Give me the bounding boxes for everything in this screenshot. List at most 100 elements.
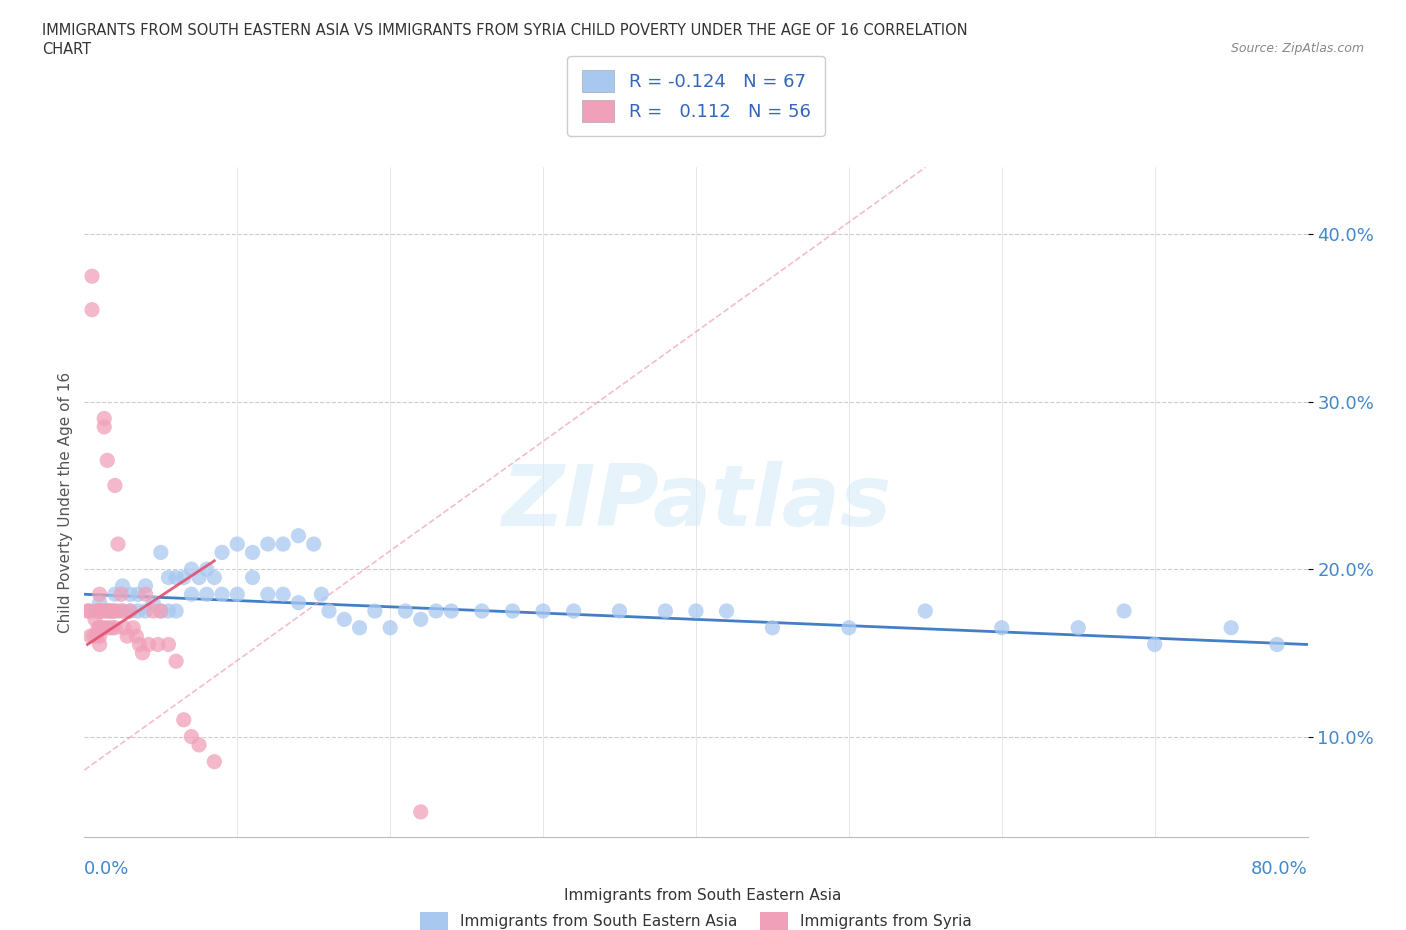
Point [77,604,100,618]
Point [685,604,707,618]
Point [146,637,169,652]
Point [87,604,110,618]
Point [89,587,111,602]
Point [131,645,153,660]
Point [202,754,225,769]
Point [226,537,249,551]
Point [302,537,325,551]
Point [120,604,142,618]
Point [502,604,524,618]
Point [89,604,111,618]
Point [128,637,150,652]
Point [173,570,195,585]
Point [287,595,309,610]
Point [83,629,105,644]
Point [111,604,134,618]
Text: Source: ZipAtlas.com: Source: ZipAtlas.com [1230,42,1364,55]
Point [111,578,134,593]
Text: 80.0%: 80.0% [1251,860,1308,878]
Point [157,637,180,652]
Point [188,570,211,585]
Point [149,545,172,560]
Point [226,587,249,602]
Point [98,604,121,618]
Point [96,604,118,618]
Point [86,629,108,644]
Point [409,612,432,627]
Point [89,604,111,618]
Point [440,604,463,618]
Point [107,537,129,551]
Point [149,604,172,618]
Point [157,570,180,585]
Point [115,629,138,644]
Point [93,411,115,426]
Text: IMMIGRANTS FROM SOUTH EASTERN ASIA VS IMMIGRANTS FROM SYRIA CHILD POVERTY UNDER : IMMIGRANTS FROM SOUTH EASTERN ASIA VS IM… [42,23,967,38]
Point [111,604,134,618]
Point [165,654,187,669]
Point [91,620,114,635]
Text: CHART: CHART [42,42,91,57]
Point [112,620,135,635]
Point [180,562,202,577]
Point [101,604,124,618]
Point [349,620,371,635]
Point [471,604,494,618]
Point [1114,604,1136,618]
Point [333,612,356,627]
Point [1220,620,1243,635]
Point [257,587,280,602]
Point [122,620,145,635]
Point [94,604,117,618]
Point [914,604,936,618]
Point [716,604,738,618]
Point [180,729,202,744]
Point [127,604,149,618]
Point [195,562,218,577]
Point [311,587,333,602]
Point [188,737,211,752]
Point [242,545,264,560]
Point [91,604,114,618]
Point [104,620,127,635]
Point [89,604,111,618]
Legend: Immigrants from South Eastern Asia, Immigrants from Syria: Immigrants from South Eastern Asia, Immi… [415,906,977,930]
Point [96,453,118,468]
Point [991,620,1014,635]
Point [149,604,172,618]
Point [107,604,129,618]
Point [79,629,101,644]
Point [86,604,108,618]
Point [93,419,115,434]
Point [89,637,111,652]
Point [80,604,103,618]
Point [1067,620,1090,635]
Point [103,604,125,618]
Point [394,604,416,618]
Point [87,620,110,635]
Point [1265,637,1288,652]
Point [104,478,127,493]
Point [318,604,340,618]
Point [165,570,187,585]
Point [80,269,103,284]
Point [409,804,432,819]
Point [364,604,387,618]
Point [271,537,294,551]
Point [135,604,157,618]
Point [287,528,309,543]
Point [104,587,127,602]
Point [195,587,218,602]
Text: Immigrants from South Eastern Asia: Immigrants from South Eastern Asia [564,888,842,903]
Point [120,587,142,602]
Point [157,604,180,618]
Point [97,604,120,618]
Point [211,545,233,560]
Point [142,595,165,610]
Point [1143,637,1166,652]
Point [202,570,225,585]
Point [135,578,157,593]
Y-axis label: Child Poverty Under the Age of 16: Child Poverty Under the Age of 16 [58,372,73,632]
Point [80,302,103,317]
Point [425,604,447,618]
